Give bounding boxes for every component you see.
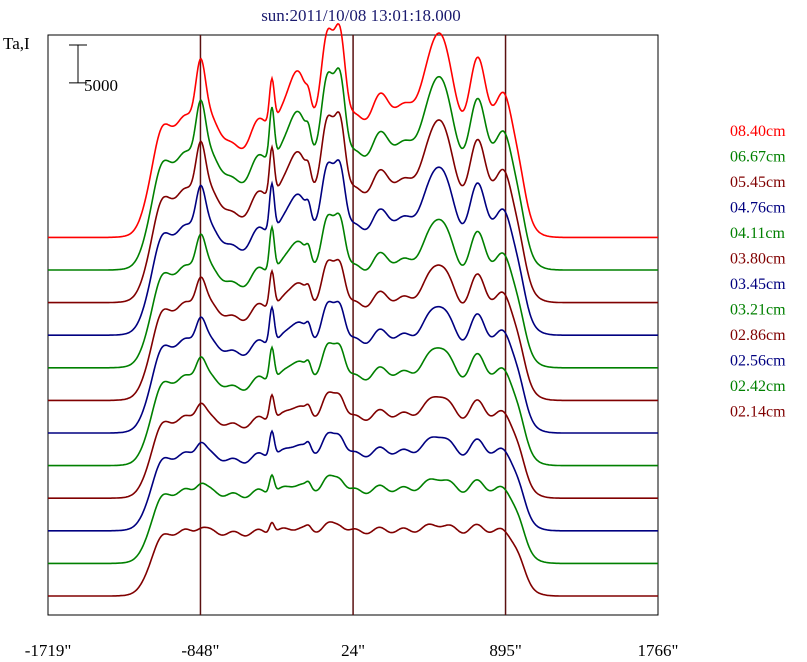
legend-entry: 03.21cm	[730, 302, 786, 319]
legend-entry: 02.86cm	[730, 327, 786, 344]
legend-entry: 02.56cm	[730, 353, 786, 370]
series-line-03.21cm	[48, 342, 658, 467]
legend-entry: 08.40cm	[730, 123, 786, 140]
legend-entry: 02.14cm	[730, 404, 786, 421]
legend-entry: 04.11cm	[730, 225, 786, 242]
reference-lines	[199, 35, 507, 615]
series-line-05.45cm	[48, 110, 658, 304]
legend: 08.40cm 06.67cm 05.45cm 04.76cm 04.11cm 03.80…	[730, 123, 786, 421]
series-line-02.42cm	[48, 473, 658, 565]
scale-bar: 5000	[69, 44, 118, 95]
legend-entry: 03.80cm	[730, 251, 786, 268]
x-tick-label: -1719"	[25, 641, 72, 660]
x-tick-label: -848"	[181, 641, 219, 660]
legend-entry: 05.45cm	[730, 174, 786, 191]
x-tick-label: 24"	[341, 641, 365, 660]
legend-entry: 02.42cm	[730, 378, 786, 395]
x-tick-label: 895"	[489, 641, 521, 660]
series-line-04.76cm	[48, 159, 658, 336]
series-line-02.56cm	[48, 429, 658, 532]
x-tick-label: 1766"	[638, 641, 679, 660]
series-group	[48, 22, 658, 597]
x-tick-labels: -1719" -848" 24" 895" 1766"	[25, 641, 679, 660]
series-line-08.40cm	[48, 22, 658, 239]
chart-title: sun:2011/10/08 13:01:18.000	[261, 6, 461, 25]
series-line-03.80cm	[48, 258, 658, 402]
series-line-02.14cm	[48, 521, 658, 597]
series-line-02.86cm	[48, 391, 658, 499]
legend-entry: 04.76cm	[730, 200, 786, 217]
y-axis-label: Ta,I	[3, 34, 30, 53]
legend-entry: 06.67cm	[730, 149, 786, 166]
legend-entry: 03.45cm	[730, 276, 786, 293]
series-line-04.11cm	[48, 212, 658, 369]
series-line-06.67cm	[48, 67, 658, 271]
series-line-03.45cm	[48, 300, 658, 434]
scale-bar-label: 5000	[84, 76, 118, 95]
